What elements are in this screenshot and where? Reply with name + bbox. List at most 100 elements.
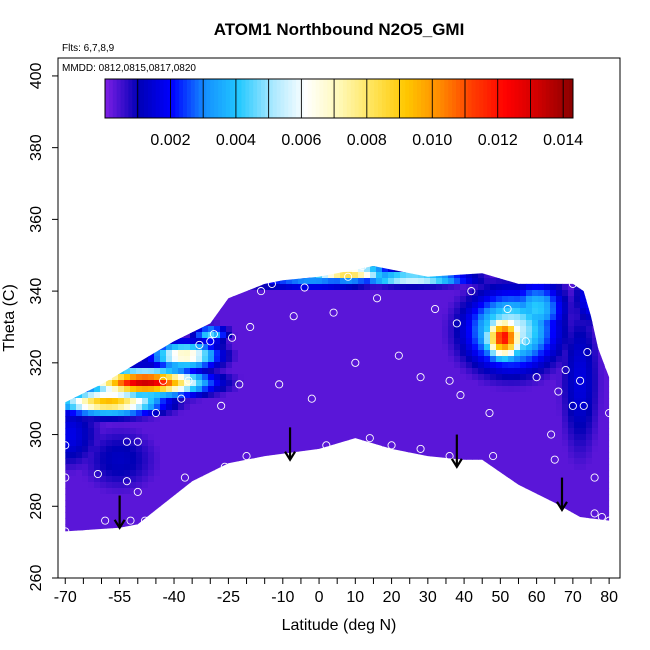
- heatmap-cell: [274, 530, 281, 532]
- heatmap-cell: [478, 524, 485, 531]
- heatmap-cell: [394, 410, 401, 417]
- heatmap-cell: [220, 266, 227, 273]
- heatmap-cell: [556, 284, 563, 291]
- heatmap-cell: [208, 494, 215, 501]
- heatmap-cell: [496, 440, 503, 447]
- heatmap-cell: [100, 362, 107, 369]
- heatmap-cell: [94, 266, 101, 273]
- heatmap-cell: [532, 266, 539, 267]
- heatmap-cell: [502, 524, 509, 531]
- heatmap-cell: [226, 422, 233, 429]
- heatmap-cell: [412, 266, 419, 273]
- heatmap-cell: [352, 290, 359, 297]
- heatmap-cell: [76, 308, 83, 315]
- heatmap-cell: [472, 458, 479, 465]
- heatmap-cell: [568, 500, 575, 507]
- heatmap-cell: [88, 500, 95, 507]
- heatmap-cell: [544, 374, 551, 381]
- heatmap-cell: [424, 434, 431, 441]
- heatmap-cell: [442, 302, 449, 309]
- heatmap-cell: [268, 440, 275, 447]
- heatmap-cell: [118, 440, 125, 447]
- heatmap-cell: [148, 464, 155, 471]
- heatmap-cell: [574, 332, 581, 339]
- heatmap-cell: [424, 248, 431, 255]
- heatmap-cell: [604, 284, 610, 291]
- heatmap-cell: [148, 302, 155, 309]
- heatmap-cell: [172, 398, 179, 405]
- heatmap-cell: [118, 446, 125, 453]
- colorbar-tick-label: 0.002: [150, 132, 190, 149]
- heatmap-cell: [556, 410, 563, 417]
- heatmap-cell: [148, 356, 155, 363]
- sample-point: [416, 444, 425, 453]
- heatmap-cell: [214, 284, 221, 291]
- heatmap-cell: [184, 476, 191, 483]
- heatmap-cell: [478, 278, 485, 285]
- heatmap-cell: [280, 422, 287, 429]
- heatmap-cell: [448, 314, 455, 321]
- heatmap-cell: [562, 410, 569, 417]
- heatmap-cell: [256, 482, 263, 489]
- heatmap-cell: [598, 542, 605, 549]
- heatmap-cell: [106, 392, 113, 399]
- heatmap-cell: [70, 494, 77, 501]
- heatmap-cell: [70, 482, 77, 489]
- heatmap-cell: [376, 428, 383, 435]
- heatmap-cell: [532, 296, 539, 303]
- heatmap-cell: [352, 440, 359, 447]
- heatmap-cell: [550, 374, 557, 381]
- heatmap-cell: [424, 404, 431, 411]
- heatmap-cell: [232, 494, 239, 501]
- heatmap-cell: [412, 500, 419, 507]
- heatmap-cell: [532, 248, 539, 255]
- heatmap-cell: [442, 344, 449, 351]
- heatmap-cell: [148, 272, 155, 279]
- heatmap-cell: [496, 422, 503, 429]
- heatmap-cell: [592, 296, 599, 303]
- heatmap-cell: [112, 440, 119, 447]
- heatmap-cell: [424, 338, 431, 345]
- heatmap-cell: [532, 446, 539, 453]
- heatmap-cell: [466, 290, 473, 297]
- heatmap-cell: [604, 470, 610, 477]
- heatmap-cell: [100, 284, 107, 291]
- heatmap-cell: [232, 392, 239, 399]
- heatmap-cell: [262, 338, 269, 345]
- heatmap-cell: [136, 392, 143, 399]
- heatmap-cell: [520, 416, 527, 423]
- colorbar-segment: [245, 79, 250, 118]
- heatmap-cell: [496, 518, 503, 525]
- sample-point: [532, 373, 541, 382]
- heatmap-cell: [136, 434, 143, 441]
- heatmap-cell: [100, 476, 107, 483]
- heatmap-cell: [574, 368, 581, 375]
- colorbar-segment: [506, 79, 511, 118]
- heatmap-cell: [184, 416, 191, 423]
- heatmap-cell: [514, 536, 521, 543]
- heatmap-cell: [544, 350, 551, 357]
- heatmap-cell: [538, 266, 545, 267]
- heatmap-cell: [436, 284, 443, 291]
- heatmap-cell: [178, 266, 185, 273]
- sample-point: [485, 408, 494, 418]
- heatmap-cell: [244, 464, 251, 471]
- heatmap-cell: [604, 536, 611, 543]
- heatmap-cell: [130, 302, 137, 309]
- heatmap-cell: [178, 470, 185, 477]
- heatmap-cell: [400, 278, 407, 285]
- heatmap-cell: [292, 482, 299, 489]
- heatmap-cell: [442, 470, 449, 477]
- heatmap-cell: [262, 302, 269, 309]
- heatmap-cell: [406, 488, 413, 495]
- heatmap-cell: [82, 452, 89, 459]
- heatmap-cell: [286, 350, 293, 357]
- colorbar-segment: [171, 79, 176, 118]
- heatmap-cell: [502, 416, 509, 423]
- heatmap-cell: [112, 326, 119, 333]
- heatmap-cell: [370, 464, 377, 471]
- heatmap-cell: [382, 362, 389, 369]
- heatmap-cell: [280, 440, 287, 447]
- heatmap-cell: [424, 326, 431, 333]
- heatmap-cell: [250, 404, 257, 411]
